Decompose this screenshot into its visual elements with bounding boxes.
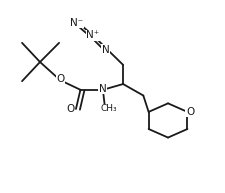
Text: N: N (99, 84, 106, 94)
Text: N: N (101, 45, 109, 55)
Text: O: O (185, 107, 194, 117)
Text: O: O (66, 104, 74, 114)
Text: O: O (56, 74, 64, 84)
Text: CH₃: CH₃ (100, 104, 116, 113)
Text: N⁺: N⁺ (86, 30, 99, 40)
Text: N⁻: N⁻ (70, 18, 83, 28)
